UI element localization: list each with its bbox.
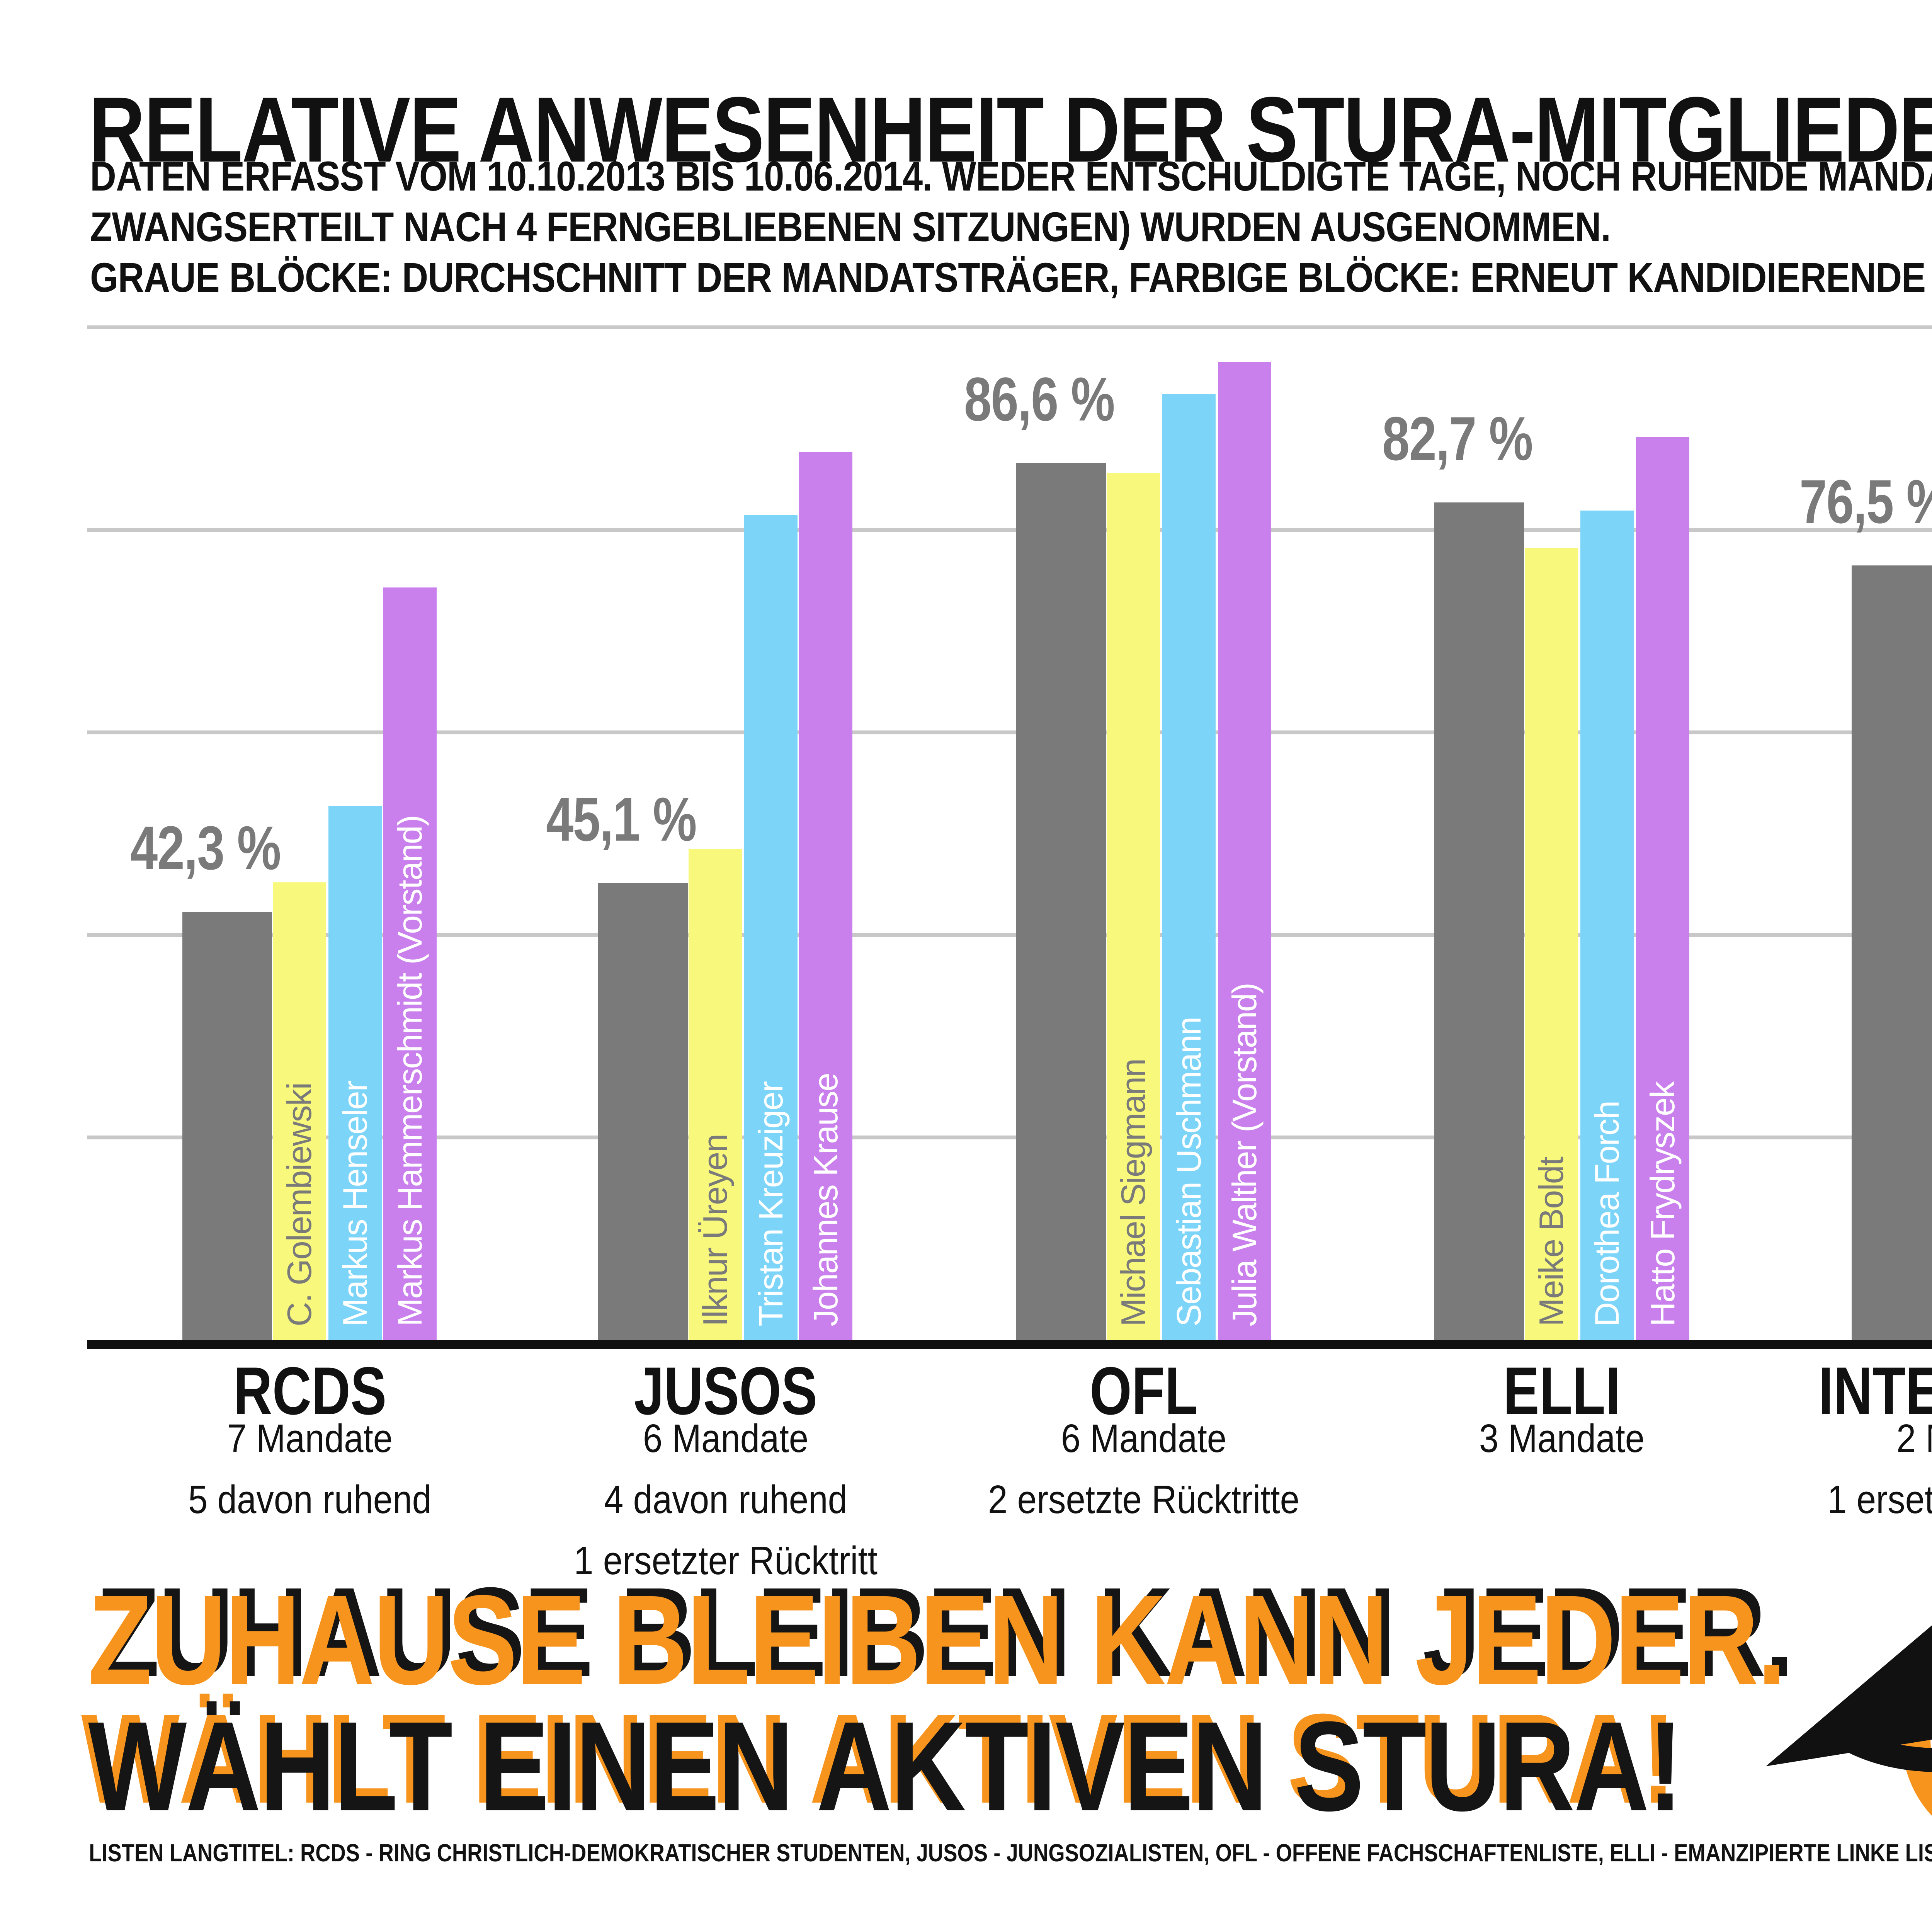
subtitle-line-1: DATEN ERFASST VOM 10.10.2013 BIS 10.06.2…: [90, 153, 1932, 199]
member-name-label: Hatto Frydryszek: [1643, 1081, 1682, 1326]
group-label-rcds: RCDS: [233, 1353, 387, 1429]
average-percent-label-jusos: 45,1 %: [546, 785, 697, 854]
member-bar-cyan: Tristan Kreuziger: [744, 514, 798, 1340]
mandate-line-ofl-1: 6 Mandate: [1061, 1416, 1227, 1461]
subtitle-line-2: ZWANGSERTEILT NACH 4 FERNGEBLIEBENEN SIT…: [90, 203, 1611, 250]
headline-line-2: WÄHLT EINEN AKTIVEN STURA!: [88, 1695, 1683, 1837]
average-bar-intergrün: [1852, 565, 1932, 1340]
member-name-label: Michael Siegmann: [1114, 1059, 1152, 1326]
member-bar-purple: Johannes Krause: [799, 452, 852, 1340]
mandate-line-jusos-3: 1 ersetzter Rücktritt: [574, 1538, 878, 1583]
member-bar-cyan: Sebastian Uschmann: [1162, 394, 1216, 1340]
member-name-label: Meike Boldt: [1532, 1157, 1570, 1326]
member-bar-cyan: Markus Henseler: [328, 806, 382, 1340]
member-bar-yellow: C. Golembiewski: [273, 882, 326, 1340]
member-bar-purple: Julia Walther (Vorstand): [1218, 362, 1271, 1340]
mandate-line-jusos-1: 6 Mandate: [643, 1416, 809, 1461]
member-name-label: C. Golembiewski: [280, 1083, 318, 1326]
mandate-line-rcds-1: 7 Mandate: [227, 1416, 393, 1461]
member-name-label: Dorothea Forch: [1588, 1101, 1626, 1326]
member-name-label: Sebastian Uschmann: [1170, 1017, 1208, 1326]
average-bar-elli: [1434, 502, 1524, 1340]
mandate-line-elli-1: 3 Mandate: [1479, 1416, 1645, 1461]
gridline-60: [87, 730, 1932, 734]
headline-line-1: ZUHAUSE BLEIBEN KANN JEDER.: [88, 1568, 1786, 1711]
member-name-label: Markus Hammerschmidt (Vorstand): [391, 815, 429, 1326]
graduation-cap-icon: [1766, 1625, 1932, 1772]
average-bar-rcds: [182, 911, 272, 1340]
gridline-80: [87, 528, 1932, 532]
subtitle-line-3: GRAUE BLÖCKE: DURCHSCHNITT DER MANDATSTR…: [90, 254, 1932, 301]
group-label-ofl: OFL: [1090, 1353, 1198, 1429]
member-bar-purple: Markus Hammerschmidt (Vorstand): [383, 587, 437, 1340]
average-percent-label-elli: 82,7 %: [1382, 404, 1533, 473]
member-name-label: Ilknur Üreyen: [696, 1134, 734, 1326]
member-bar-cyan: Dorothea Forch: [1580, 511, 1634, 1340]
title-text: RELATIVE ANWESENHEIT DER STURA-MITGLIEDE…: [89, 78, 1932, 181]
member-name-label: Markus Henseler: [336, 1081, 374, 1326]
mandate-line-ofl-2: 2 ersetzte Rücktritte: [988, 1477, 1299, 1522]
average-bar-ofl: [1016, 463, 1106, 1340]
group-label-elli: ELLI: [1503, 1353, 1621, 1429]
member-bar-yellow: Ilknur Üreyen: [689, 849, 742, 1340]
group-label-jusos: JUSOS: [634, 1353, 818, 1429]
mandate-line-intergrün-1: 2 Mandate: [1896, 1416, 1932, 1461]
gridline-40: [87, 933, 1932, 937]
member-bar-purple: Hatto Frydryszek: [1636, 436, 1689, 1340]
gridline-100: [87, 325, 1932, 329]
fine-print: LISTEN LANGTITEL: RCDS - RING CHRISTLICH…: [89, 1839, 1932, 1867]
x-axis-line: [87, 1340, 1932, 1349]
average-percent-label-rcds: 42,3 %: [130, 813, 281, 882]
member-bar-yellow: Michael Siegmann: [1107, 473, 1160, 1340]
average-bar-jusos: [598, 883, 688, 1340]
hochschulpiraten-logo: HOCHSCHUL PIRATEN: [1754, 1546, 1932, 1867]
page-title: RELATIVE ANWESENHEIT DER STURA-MITGLIEDE…: [89, 83, 1932, 176]
mandate-line-jusos-2: 4 davon ruhend: [604, 1477, 847, 1522]
average-percent-label-ofl: 86,6 %: [964, 364, 1115, 434]
member-name-label: Julia Walther (Vorstand): [1225, 983, 1264, 1326]
member-name-label: Johannes Krause: [806, 1073, 845, 1326]
member-name-label: Tristan Kreuziger: [752, 1082, 790, 1326]
mandate-line-rcds-2: 5 davon ruhend: [188, 1477, 432, 1522]
group-label-intergrün: INTERGRÜN: [1818, 1353, 1932, 1429]
mandate-line-intergrün-2: 1 ersetzter Rücktritt: [1827, 1477, 1932, 1522]
average-percent-label-intergrün: 76,5 %: [1799, 466, 1932, 536]
member-bar-yellow: Meike Boldt: [1525, 548, 1578, 1340]
gridline-20: [87, 1136, 1932, 1139]
